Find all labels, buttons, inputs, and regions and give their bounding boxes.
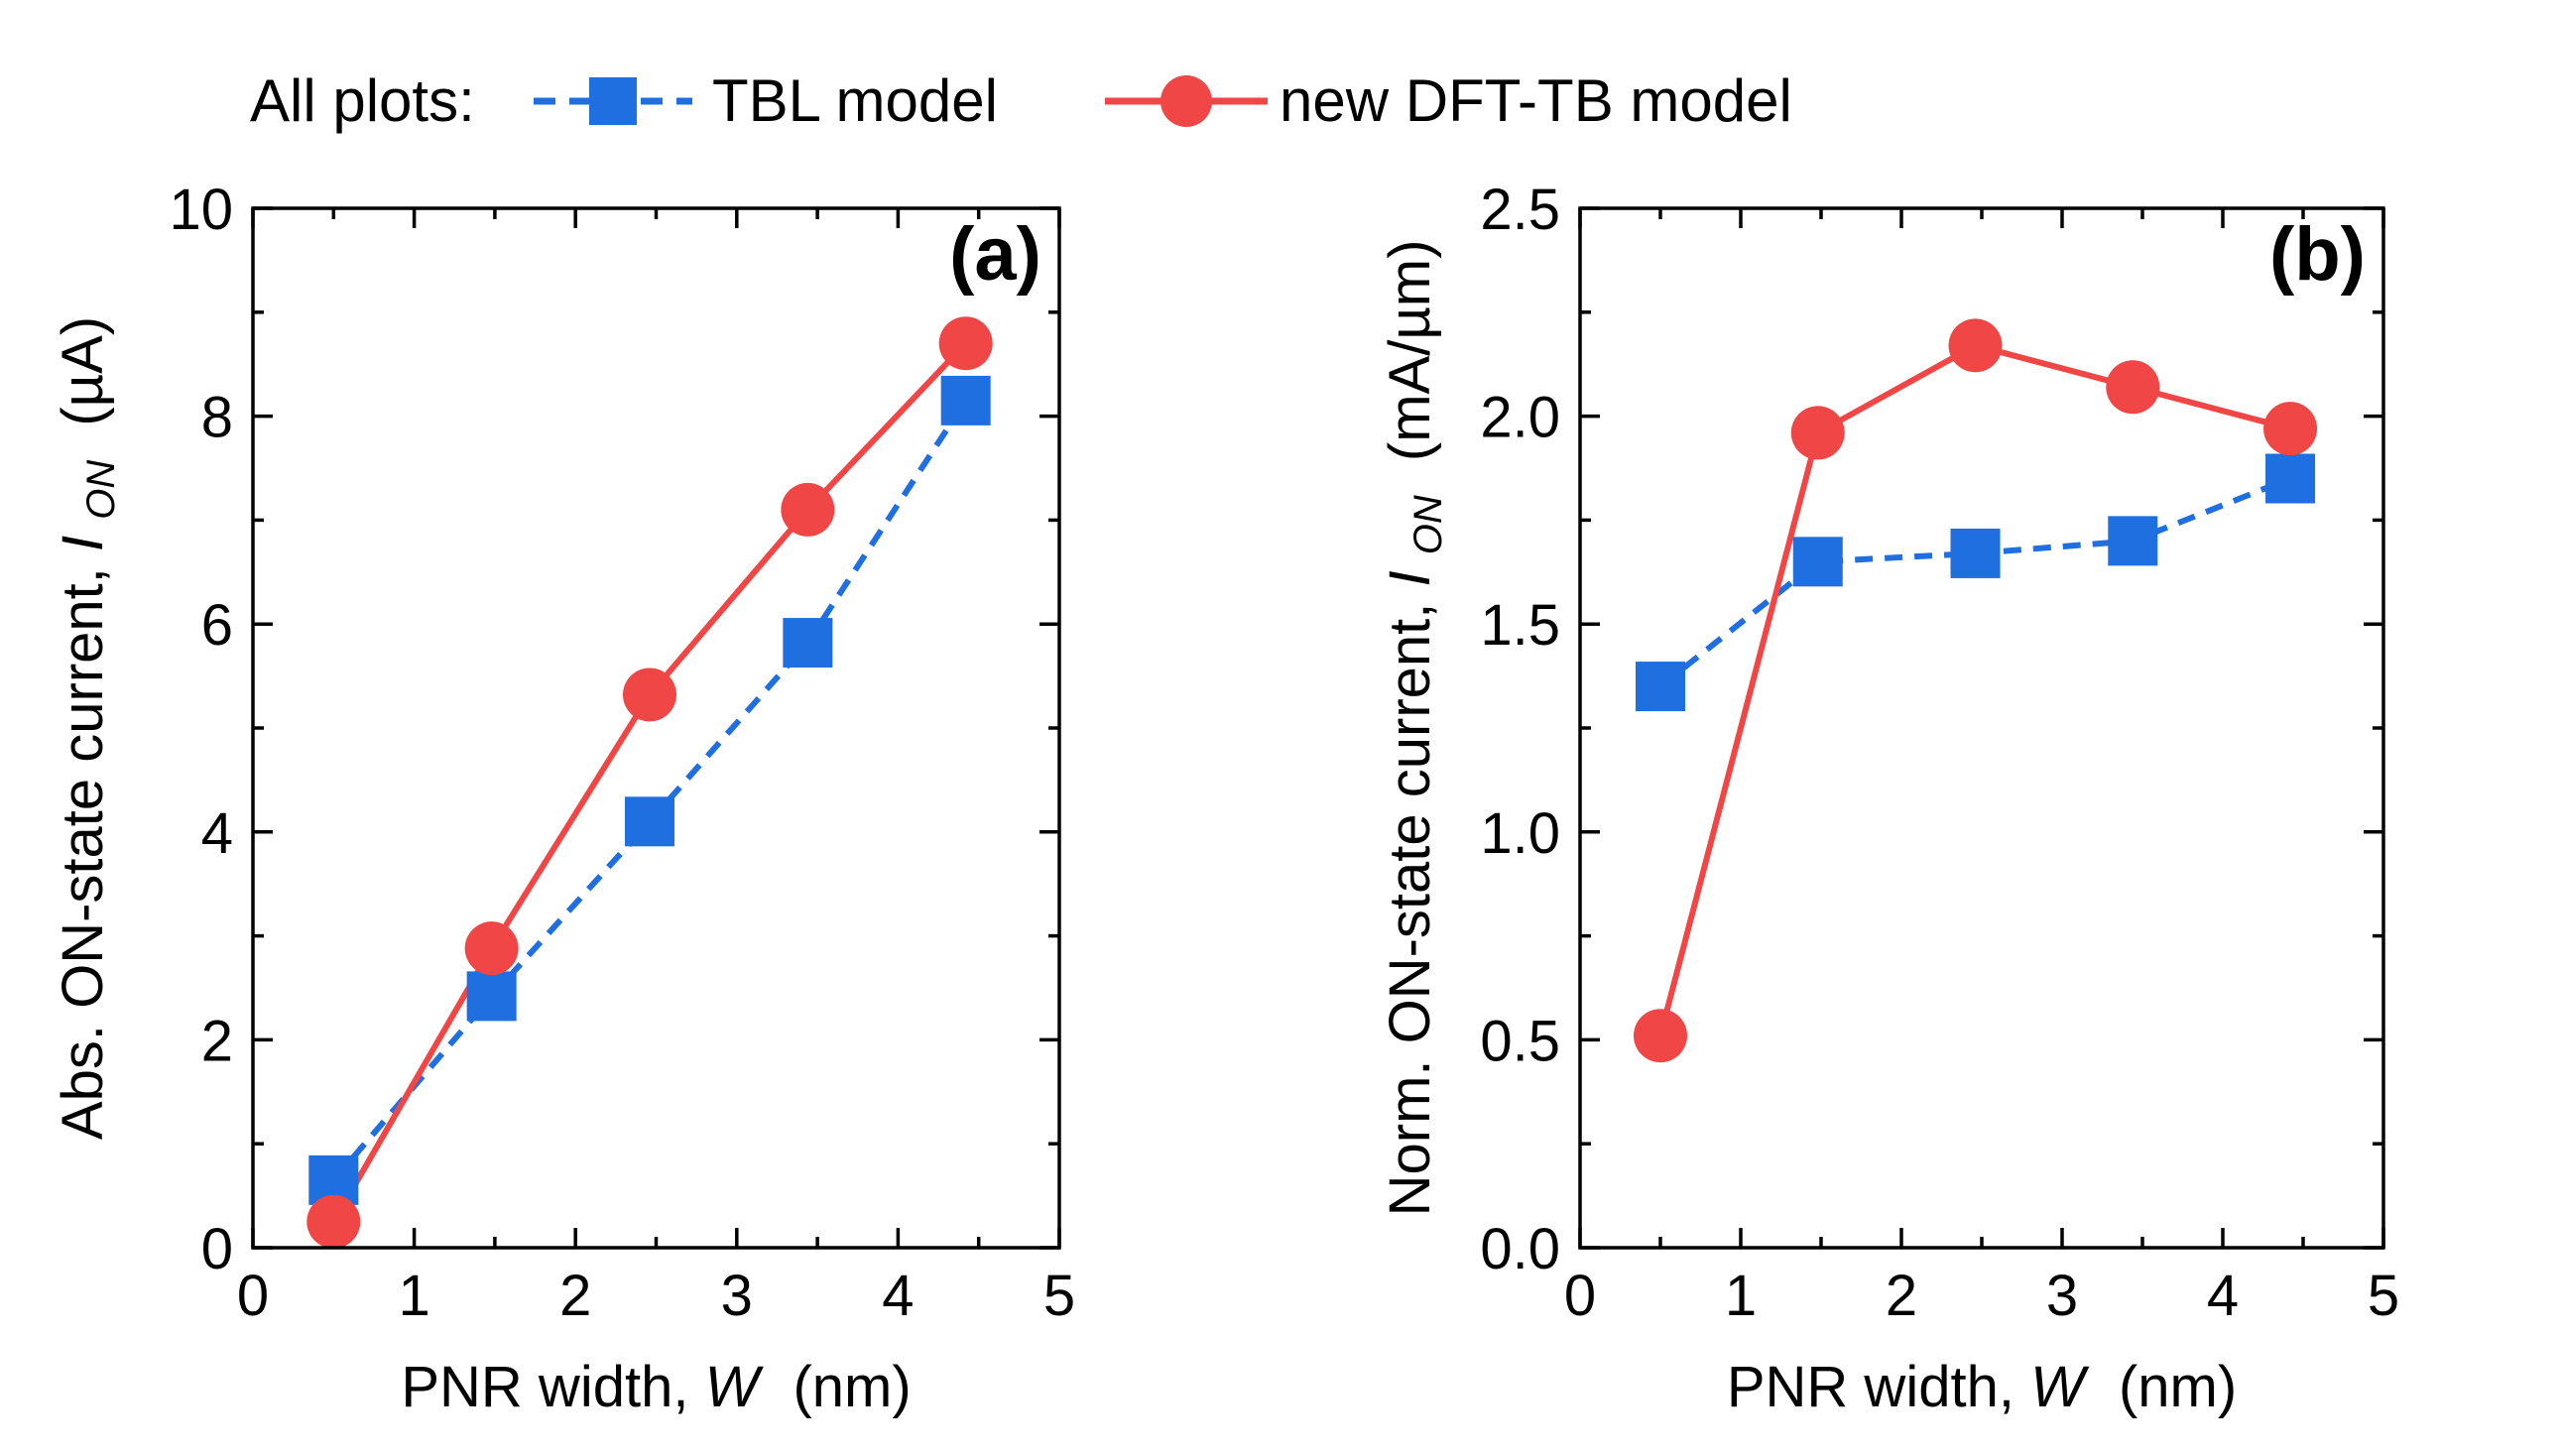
panel-a-y-tick-label: 0 (201, 1217, 233, 1281)
panel-a-series-lines (330, 341, 969, 1224)
panel-a-x-tick-label: 0 (237, 1264, 269, 1328)
panel-b-y-tick-label: 2.5 (1480, 178, 1560, 242)
panel-b-point-tbl (1792, 537, 1843, 587)
panel-b-y-tick-label: 0.5 (1480, 1009, 1560, 1073)
panel-b-x-tick-label: 3 (2046, 1264, 2078, 1328)
panel-b-x-tick-label: 5 (2368, 1264, 2399, 1328)
panel-b-x-tick-label: 4 (2207, 1264, 2239, 1328)
panel-b-xlabel-var: W (2030, 1355, 2090, 1419)
panel-a-ylabel-unit: (µA) (51, 316, 115, 426)
panel-a-ylabel-sub: ON (79, 460, 123, 520)
panel-a-x-tick-label: 4 (882, 1264, 914, 1328)
panel-b-ylabel-text: Norm. ON-state current, (1378, 586, 1442, 1216)
panel-b-point-tbl (2265, 453, 2316, 504)
panel-b-point-dft (1790, 406, 1845, 460)
panel-b-xlabel-text: PNR width, (1727, 1355, 2030, 1419)
legend-entry-dft: new DFT-TB model (1105, 67, 1792, 134)
panel-b-point-dft (2106, 360, 2160, 415)
panel-b-point-dft (2263, 402, 2318, 456)
panel-a-y-axis-title: Abs. ON-state current, I ON (µA) (51, 316, 127, 1140)
panel-a-point-dft (464, 921, 519, 976)
panel-a-point-tbl (624, 796, 674, 847)
legend-marker-tbl (589, 77, 637, 125)
panel-a-ticks: 0 1 2 3 4 5 0 2 4 6 8 10 (169, 178, 1075, 1328)
panel-b-y-axis-title: Norm. ON-state current, I ON (mA/µm) (1378, 240, 1454, 1217)
panel-b-x-axis-title: PNR width, W (nm) (1727, 1355, 2237, 1419)
panel-b-plot-frame (1578, 206, 2385, 1250)
panel-b-point-dft (1634, 1009, 1687, 1063)
panel-a-xlabel-var: W (705, 1355, 765, 1419)
panel-a-x-tick-label: 5 (1043, 1264, 1075, 1328)
panel-a-point-dft (938, 316, 993, 371)
panel-b: 0 1 2 3 4 5 0.0 0.5 1.0 1.5 2.0 2.5 (b) PNR width, … (1378, 178, 2399, 1419)
panel-a-plot-frame (251, 206, 1061, 1250)
panel-a-series-markers (306, 316, 993, 1249)
panel-a-x-axis-title: PNR width, W (nm) (401, 1355, 911, 1419)
panel-b-series-line-dft (1657, 342, 2291, 1036)
panel-b-point-dft (1948, 318, 2003, 373)
panel-a-point-dft (306, 1194, 361, 1249)
panel-a-point-tbl (466, 971, 517, 1022)
panel-a-y-tick-label: 8 (201, 386, 233, 450)
panel-a-point-dft (781, 482, 835, 537)
legend-label-dft: new DFT-TB model (1280, 67, 1792, 134)
panel-a-y-tick-label: 6 (201, 593, 233, 658)
panel-b-x-tick-label: 2 (1886, 1264, 1917, 1328)
panel-b-y-tick-label: 1.5 (1480, 593, 1560, 658)
panel-a-xlabel-unit: (nm) (793, 1355, 911, 1419)
panel-b-y-tick-label: 0.0 (1480, 1217, 1560, 1281)
panel-a: 0 1 2 3 4 5 0 2 4 6 8 10 (a) PNR width, W (nm) Abs.… (51, 178, 1075, 1419)
panel-a-ylabel-var: I (51, 536, 115, 551)
panel-b-label: (b) (2269, 212, 2366, 297)
panel-a-x-tick-label: 2 (559, 1264, 591, 1328)
panel-a-y-tick-label: 10 (169, 178, 233, 242)
panel-a-label: (a) (949, 212, 1041, 297)
panel-a-xlabel-text: PNR width, (401, 1355, 704, 1419)
panel-a-series-line-dft (330, 341, 968, 1224)
panel-a-point-tbl (783, 618, 833, 668)
panel-b-ticks: 0 1 2 3 4 5 0.0 0.5 1.0 1.5 2.0 2.5 (1480, 178, 2399, 1328)
legend-label-tbl: TBL model (712, 67, 998, 134)
panel-a-y-tick-label: 2 (201, 1009, 233, 1073)
legend-entry-tbl: TBL model (534, 67, 998, 134)
panel-a-y-tick-label: 4 (201, 801, 233, 866)
panel-b-point-tbl (2108, 516, 2158, 566)
legend: All plots: TBL model new DFT-TB model (250, 67, 1792, 134)
panel-b-x-tick-label: 0 (1564, 1264, 1596, 1328)
panel-a-point-dft (622, 667, 676, 722)
panel-a-x-tick-label: 1 (398, 1264, 429, 1328)
legend-marker-dft (1160, 75, 1212, 127)
panel-a-point-tbl (940, 375, 991, 425)
panel-b-y-tick-label: 2.0 (1480, 386, 1560, 450)
panel-b-x-tick-label: 1 (1725, 1264, 1757, 1328)
panel-b-point-tbl (1636, 662, 1685, 712)
legend-prefix: All plots: (250, 67, 475, 134)
panel-b-y-tick-label: 1.0 (1480, 801, 1560, 866)
panel-b-ylabel-sub: ON (1406, 495, 1450, 554)
panel-b-point-tbl (1950, 528, 2001, 578)
panel-b-ylabel-var: I (1378, 570, 1442, 586)
panel-b-series-lines (1657, 342, 2292, 1036)
panel-a-x-tick-label: 3 (721, 1264, 753, 1328)
panel-a-ylabel-text: Abs. ON-state current, (51, 551, 115, 1140)
panel-b-ylabel-unit: (mA/µm) (1378, 240, 1442, 461)
panel-b-xlabel-unit: (nm) (2119, 1355, 2237, 1419)
panel-b-series-markers (1634, 318, 2318, 1063)
panel-b-series-line-tbl (1658, 475, 2292, 689)
